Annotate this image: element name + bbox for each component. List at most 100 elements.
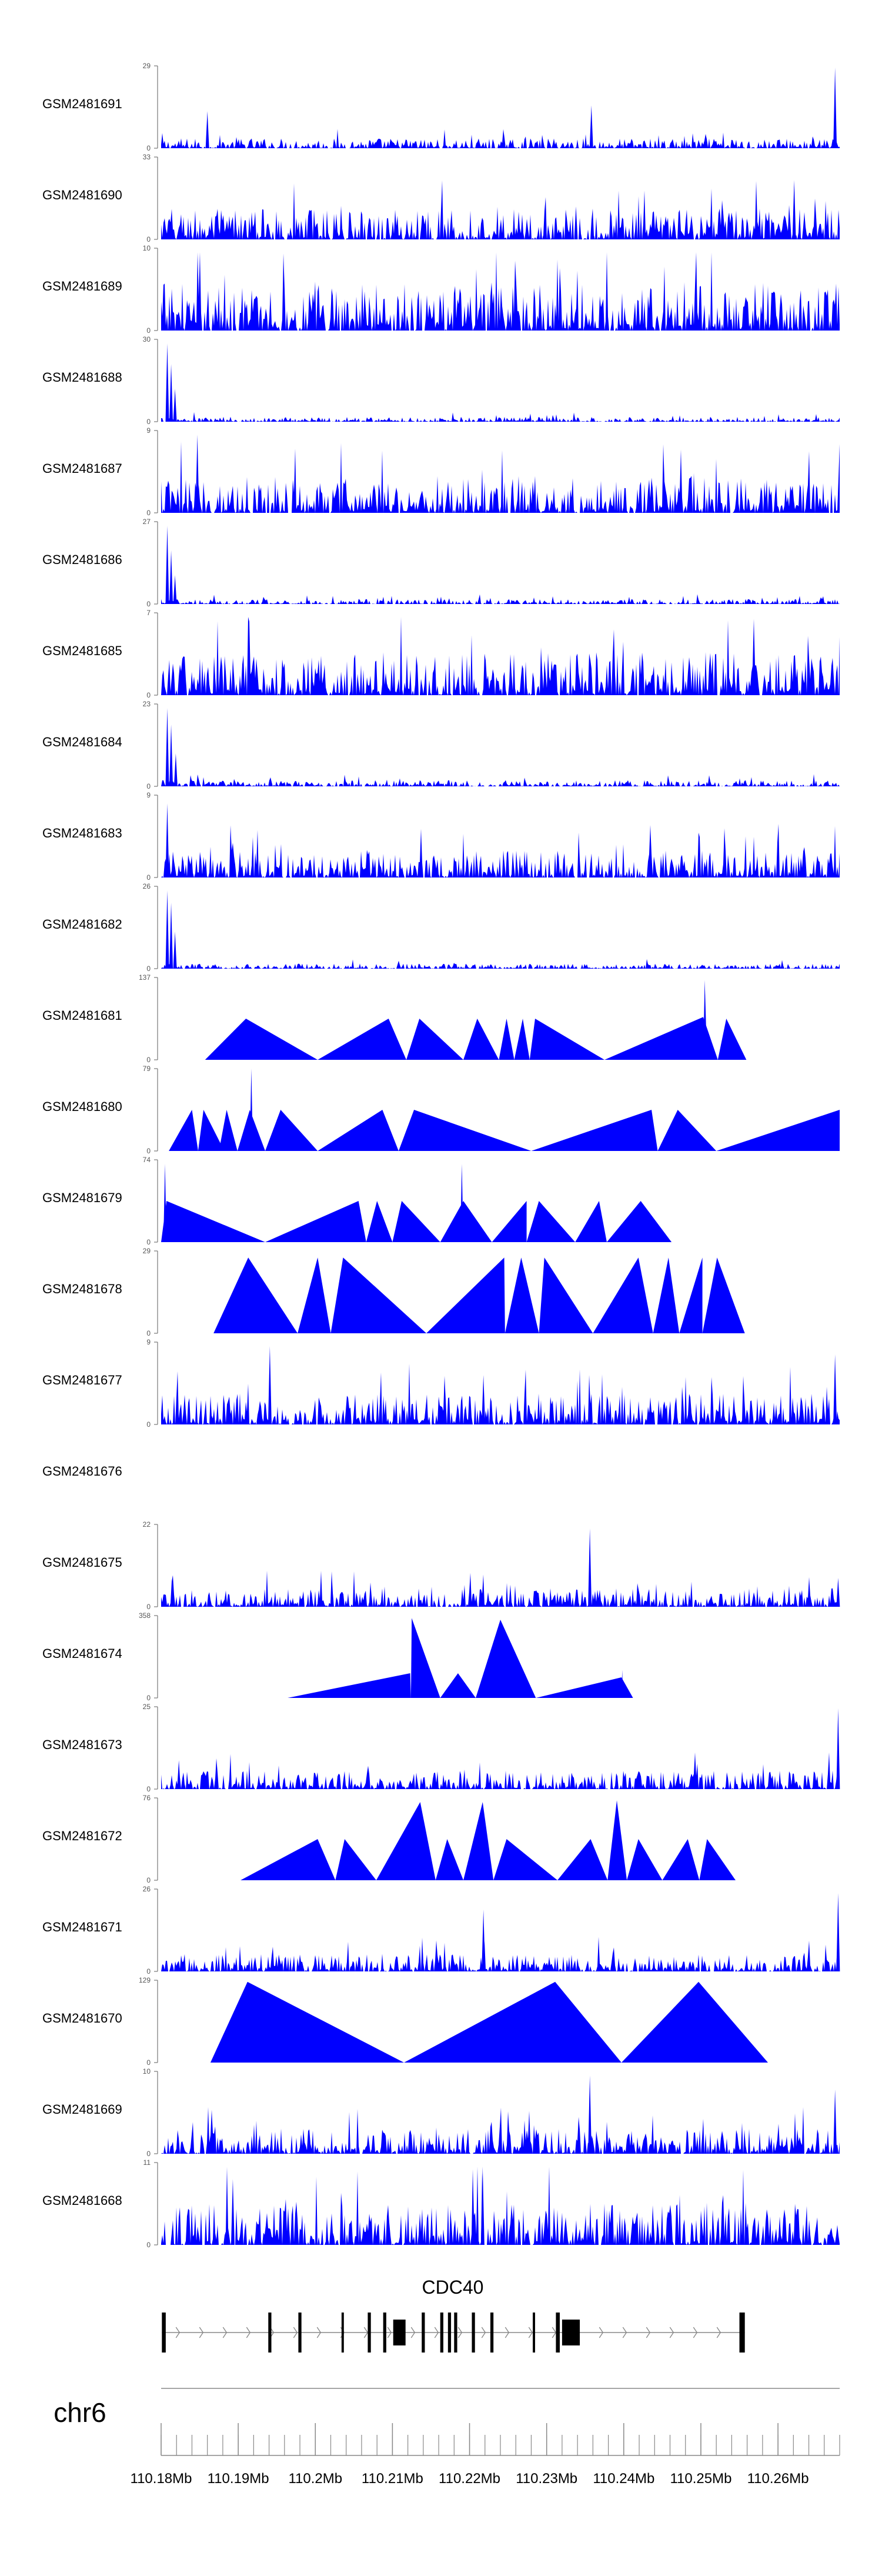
y-min-label: 0 [146, 1420, 151, 1429]
y-max-label: 26 [143, 1885, 151, 1893]
track-GSM2481677: GSM2481677 9 0 [42, 1338, 840, 1429]
y-max-label: 33 [143, 153, 151, 161]
track-label: GSM2481676 [42, 1464, 122, 1479]
y-max-label: 9 [146, 791, 151, 799]
exon [490, 2313, 494, 2353]
coverage-peak [392, 1201, 440, 1242]
coverage-peak [717, 1019, 747, 1060]
strand-arrow [669, 2327, 674, 2338]
coverage-peak [699, 1839, 736, 1880]
track-label: GSM2481678 [42, 1282, 122, 1296]
coverage-peak [219, 1110, 238, 1151]
track-label: GSM2481677 [42, 1373, 122, 1387]
coverage-area [161, 129, 840, 148]
y-min-label: 0 [146, 1603, 151, 1611]
exon [556, 2313, 560, 2353]
coverage-peak [703, 980, 707, 1060]
coverage-peak [621, 1670, 623, 1698]
y-min-label: 0 [146, 1238, 151, 1246]
strand-arrow [434, 2327, 439, 2338]
coverage-spike [169, 725, 173, 786]
coverage-area [161, 1752, 840, 1789]
track-GSM2481675: GSM2481675 22 0 [42, 1520, 840, 1611]
coverage-peak [621, 1981, 769, 2063]
track-label: GSM2481684 [42, 735, 122, 749]
track-label: GSM2481686 [42, 552, 122, 567]
coverage-spike [173, 753, 178, 786]
track-label: GSM2481690 [42, 188, 122, 202]
strand-arrow [246, 2327, 251, 2338]
strand-arrow [410, 2327, 416, 2338]
y-max-label: 7 [146, 609, 151, 617]
track-GSM2481689: GSM2481689 10 0 [42, 244, 840, 335]
coverage-spike [169, 550, 173, 604]
y-max-label: 74 [143, 1156, 151, 1164]
y-min-label: 0 [146, 2058, 151, 2067]
coverage-spike [165, 343, 169, 422]
y-max-label: 25 [143, 1703, 151, 1711]
track-GSM2481670: GSM2481670 129 0 [42, 1976, 769, 2067]
coverage-peak [607, 1800, 627, 1880]
exon [422, 2313, 425, 2353]
coverage-peak [288, 1673, 411, 1698]
track-GSM2481679: GSM2481679 74 0 [42, 1156, 672, 1246]
coverage-spike [836, 1893, 840, 1971]
coverage-peak [627, 1839, 663, 1880]
y-max-label: 29 [143, 1247, 151, 1255]
track-GSM2481676: GSM2481676 [42, 1464, 122, 1479]
y-max-label: 129 [139, 1976, 151, 1984]
coverage-peak [265, 1110, 318, 1151]
y-min-label: 0 [146, 235, 151, 243]
exon [341, 2313, 344, 2353]
track-label: GSM2481671 [42, 1920, 122, 1934]
track-label: GSM2481689 [42, 279, 122, 293]
y-min-label: 0 [146, 509, 151, 517]
track-GSM2481687: GSM2481687 9 0 [42, 426, 840, 517]
exon [368, 2313, 371, 2353]
track-GSM2481686: GSM2481686 27 0 [42, 518, 840, 608]
track-GSM2481668: GSM2481668 11 0 [42, 2158, 840, 2249]
coverage-spike [165, 890, 169, 969]
coverage-peak [240, 1839, 336, 1880]
track-GSM2481691: GSM2481691 29 0 [42, 62, 840, 152]
strand-arrow [199, 2327, 204, 2338]
coverage-peak [318, 1019, 407, 1060]
exon [440, 2313, 443, 2353]
coverage-spike [173, 575, 177, 604]
coverage-peak [531, 1110, 658, 1151]
y-min-label: 0 [146, 418, 151, 426]
track-label: GSM2481680 [42, 1099, 122, 1114]
coverage-spike [588, 1529, 592, 1607]
track-GSM2481680: GSM2481680 79 0 [42, 1065, 840, 1155]
track-label: GSM2481669 [42, 2102, 122, 2117]
coverage-spike [169, 903, 173, 969]
strand-arrow [693, 2327, 698, 2338]
coverage-spike [833, 1354, 837, 1424]
coverage-peak [404, 1981, 622, 2063]
strand-arrow [481, 2327, 486, 2338]
coverage-peak [410, 1618, 440, 1698]
axis-tick-label: 110.23Mb [516, 2471, 577, 2487]
coverage-spike [268, 1346, 272, 1424]
coverage-peak [606, 1201, 672, 1242]
coverage-peak [476, 1620, 536, 1698]
track-GSM2481685: GSM2481685 7 0 [42, 609, 840, 699]
axis-tick-label: 110.2Mb [288, 2471, 342, 2487]
y-min-label: 0 [146, 144, 151, 152]
y-min-label: 0 [146, 2150, 151, 2158]
track-GSM2481682: GSM2481682 26 0 [42, 882, 840, 973]
y-max-label: 9 [146, 426, 151, 435]
track-GSM2481669: GSM2481669 10 0 [42, 2067, 840, 2158]
track-GSM2481671: GSM2481671 26 0 [42, 1885, 840, 1976]
coverage-area [161, 617, 840, 695]
coverage-spike [588, 2076, 592, 2154]
coverage-peak [161, 1201, 266, 1242]
track-label: GSM2481685 [42, 643, 122, 658]
track-label: GSM2481683 [42, 826, 122, 840]
track-label: GSM2481668 [42, 2193, 122, 2208]
track-GSM2481674: GSM2481674 358 0 [42, 1611, 633, 1702]
coverage-spike [482, 1375, 486, 1424]
coverage-peak [163, 1164, 167, 1242]
axis-tick-label: 110.25Mb [670, 2471, 731, 2487]
